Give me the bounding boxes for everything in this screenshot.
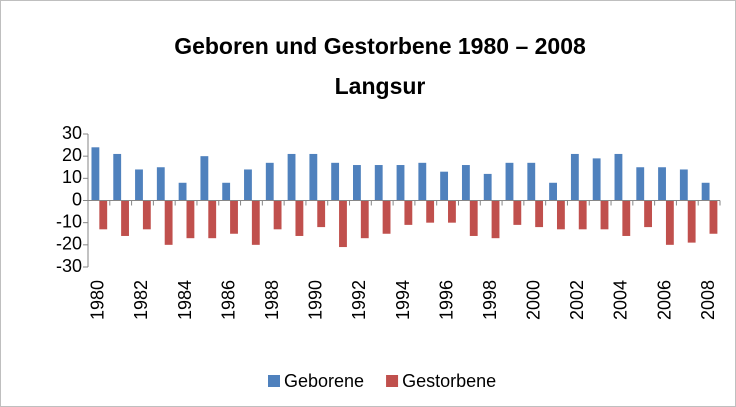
bar	[156, 167, 165, 201]
y-tick-label: 30	[62, 123, 82, 143]
bar	[273, 200, 282, 230]
bar	[178, 182, 187, 201]
bar	[505, 162, 514, 201]
x-tick-label: 1990	[306, 280, 326, 320]
bar	[164, 200, 173, 245]
x-tick-label: 1994	[393, 280, 413, 320]
bar	[135, 169, 143, 201]
bar	[396, 165, 405, 201]
bar	[382, 200, 391, 234]
bar	[658, 167, 666, 201]
bar	[622, 200, 631, 236]
bar	[665, 200, 674, 245]
bar	[600, 200, 609, 230]
x-tick-label: 1998	[480, 280, 500, 320]
bar	[527, 162, 536, 201]
bar	[244, 169, 252, 201]
bar	[418, 162, 427, 201]
bar	[208, 200, 217, 239]
bar	[426, 200, 435, 223]
x-tick-label: 1980	[88, 280, 108, 320]
bar	[265, 162, 274, 201]
x-tick-label: 2000	[524, 280, 544, 320]
y-tick-label: 0	[72, 189, 82, 209]
x-tick-label: 2004	[611, 280, 631, 320]
bar	[99, 200, 108, 230]
bar	[353, 165, 361, 201]
legend-label: Geborene	[284, 371, 364, 391]
bar	[317, 200, 326, 228]
bar	[440, 171, 449, 201]
x-tick-label: 2008	[698, 280, 718, 320]
x-tick-label: 1984	[175, 280, 195, 320]
bar	[309, 153, 318, 201]
bar	[230, 200, 238, 234]
x-tick-label: 1992	[349, 280, 369, 320]
bar	[287, 153, 296, 201]
x-tick-label: 1988	[262, 280, 282, 320]
bar	[614, 153, 623, 201]
bar	[222, 182, 231, 201]
bar	[687, 200, 696, 243]
bar	[535, 200, 544, 228]
x-tick-label: 1996	[436, 280, 456, 320]
bar	[556, 200, 565, 230]
bar	[91, 147, 100, 201]
y-tick-label: 20	[62, 145, 82, 165]
bar	[709, 200, 718, 234]
bar	[331, 162, 340, 201]
legend-swatch	[268, 375, 280, 387]
bar	[142, 200, 151, 230]
bar	[113, 153, 122, 201]
y-tick-label: -10	[56, 211, 82, 231]
bar	[513, 200, 522, 225]
y-tick-label: 10	[62, 167, 82, 187]
y-tick-label: -30	[56, 256, 82, 276]
bar	[570, 153, 579, 201]
bar	[448, 200, 456, 223]
bar	[404, 200, 413, 225]
bar	[339, 200, 347, 248]
x-tick-label: 1982	[131, 280, 151, 320]
bar	[549, 182, 557, 201]
x-tick-label: 2002	[567, 280, 587, 320]
bar	[578, 200, 587, 230]
bar	[461, 165, 470, 201]
bar	[644, 200, 653, 228]
bar	[200, 156, 209, 201]
x-tick-label: 2006	[654, 280, 674, 320]
x-tick-label: 1986	[218, 280, 238, 320]
bar	[121, 200, 129, 236]
bar	[374, 165, 383, 201]
legend-swatch	[386, 375, 399, 387]
bar	[679, 169, 688, 201]
bar	[483, 173, 492, 201]
chart-title: Geboren und Gestorbene 1980 – 2008	[174, 33, 586, 59]
y-tick-label: -20	[56, 234, 82, 254]
bar	[251, 200, 260, 245]
chart-subtitle: Langsur	[335, 73, 426, 99]
bar	[469, 200, 478, 236]
bar	[491, 200, 500, 239]
bar	[186, 200, 195, 239]
bar	[295, 200, 304, 236]
legend-label: Gestorbene	[402, 371, 496, 391]
bar	[360, 200, 369, 239]
bar	[592, 158, 601, 201]
bar	[636, 167, 645, 201]
bar	[701, 182, 710, 201]
